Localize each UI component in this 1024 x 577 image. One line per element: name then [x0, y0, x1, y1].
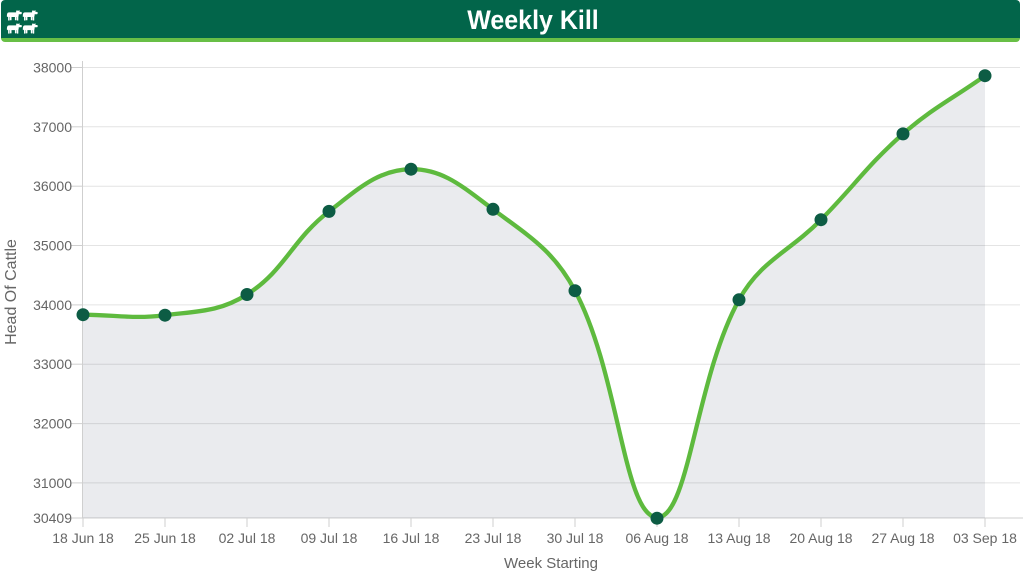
- svg-text:16 Jul 18: 16 Jul 18: [383, 530, 440, 546]
- svg-text:30409: 30409: [33, 510, 72, 526]
- svg-text:36000: 36000: [33, 178, 72, 194]
- svg-text:34000: 34000: [33, 297, 72, 313]
- svg-text:37000: 37000: [33, 119, 72, 135]
- svg-text:30 Jul 18: 30 Jul 18: [547, 530, 604, 546]
- svg-text:31000: 31000: [33, 475, 72, 491]
- svg-text:03 Sep 18: 03 Sep 18: [953, 530, 1017, 546]
- svg-text:32000: 32000: [33, 416, 72, 432]
- svg-text:09 Jul 18: 09 Jul 18: [301, 530, 358, 546]
- svg-text:25 Jun 18: 25 Jun 18: [134, 530, 196, 546]
- svg-text:38000: 38000: [33, 60, 72, 76]
- svg-text:Head Of Cattle: Head Of Cattle: [3, 239, 20, 345]
- svg-text:35000: 35000: [33, 238, 72, 254]
- svg-text:13 Aug 18: 13 Aug 18: [707, 530, 770, 546]
- svg-text:23 Jul 18: 23 Jul 18: [465, 530, 522, 546]
- svg-text:06 Aug 18: 06 Aug 18: [625, 530, 688, 546]
- svg-text:02 Jul 18: 02 Jul 18: [219, 530, 276, 546]
- svg-text:33000: 33000: [33, 356, 72, 372]
- svg-text:18 Jun 18: 18 Jun 18: [52, 530, 114, 546]
- svg-text:27 Aug 18: 27 Aug 18: [871, 530, 934, 546]
- svg-text:Week Starting: Week Starting: [504, 555, 598, 572]
- svg-text:20 Aug 18: 20 Aug 18: [789, 530, 852, 546]
